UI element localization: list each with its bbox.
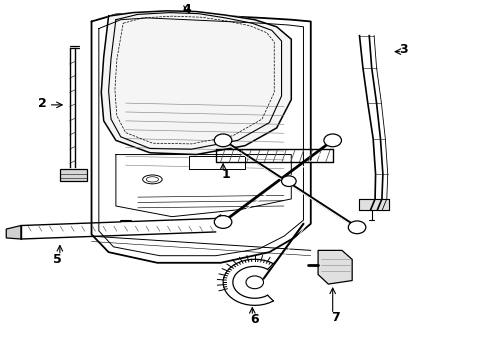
Ellipse shape (143, 175, 162, 184)
Text: 2: 2 (38, 96, 47, 109)
Text: 7: 7 (331, 311, 340, 324)
Circle shape (282, 176, 296, 186)
Polygon shape (101, 11, 291, 154)
Polygon shape (223, 259, 273, 305)
Polygon shape (189, 156, 245, 169)
Polygon shape (360, 199, 389, 210)
Text: 5: 5 (53, 253, 62, 266)
Polygon shape (92, 13, 311, 263)
Polygon shape (60, 169, 87, 181)
Text: 1: 1 (221, 167, 230, 181)
Circle shape (348, 221, 366, 234)
Polygon shape (6, 225, 21, 239)
Polygon shape (318, 250, 352, 284)
Circle shape (214, 134, 232, 147)
Text: 4: 4 (182, 3, 191, 15)
Circle shape (324, 134, 342, 147)
Text: 6: 6 (250, 313, 259, 326)
Circle shape (214, 216, 232, 228)
Circle shape (246, 276, 264, 289)
Text: 3: 3 (399, 43, 408, 57)
